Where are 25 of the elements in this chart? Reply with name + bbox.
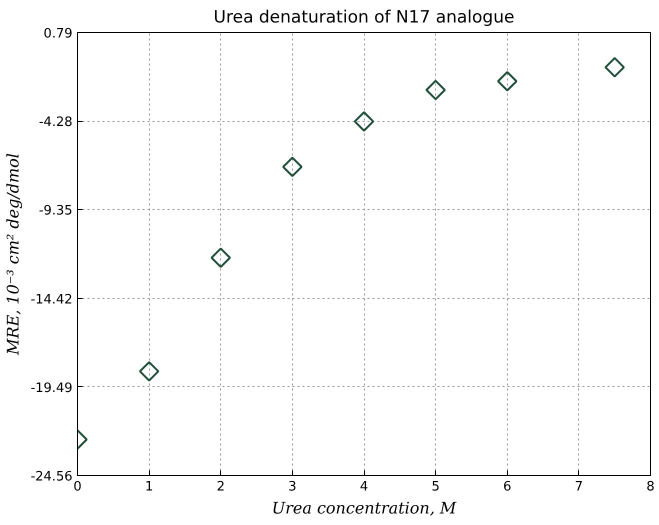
point xyxy=(354,111,374,132)
y-axis-title: MRE, 10⁻³ cm² deg/dmol xyxy=(4,153,23,356)
point xyxy=(210,248,231,268)
point xyxy=(282,156,303,178)
x-tick-label: 4 xyxy=(360,480,368,494)
x-axis-title: Urea concentration, M xyxy=(272,498,457,518)
x-tick-label: 5 xyxy=(431,480,440,494)
x-tick-label: 3 xyxy=(288,480,297,494)
x-tick-label: 2 xyxy=(216,480,225,494)
y-tick-label: -9.35 xyxy=(38,204,73,219)
x-tick-label: 8 xyxy=(646,480,655,494)
y-tick-label: -19.49 xyxy=(30,380,73,396)
point xyxy=(138,361,160,382)
x-tick-label: 0 xyxy=(73,480,82,494)
y-tick-label: -24.56 xyxy=(30,470,73,484)
x-tick-label: 1 xyxy=(144,480,154,494)
x-tick-label: 6 xyxy=(503,480,512,494)
point xyxy=(425,80,446,100)
point xyxy=(497,71,518,92)
x-tick-label: 7 xyxy=(574,480,584,494)
y-tick-label: 0.79 xyxy=(44,26,73,42)
point xyxy=(604,57,625,78)
chart-title: Urea denaturation of N17 analogue xyxy=(214,8,514,28)
y-tick-label: -14.42 xyxy=(30,292,73,308)
y-tick-label: -4.28 xyxy=(38,115,73,130)
